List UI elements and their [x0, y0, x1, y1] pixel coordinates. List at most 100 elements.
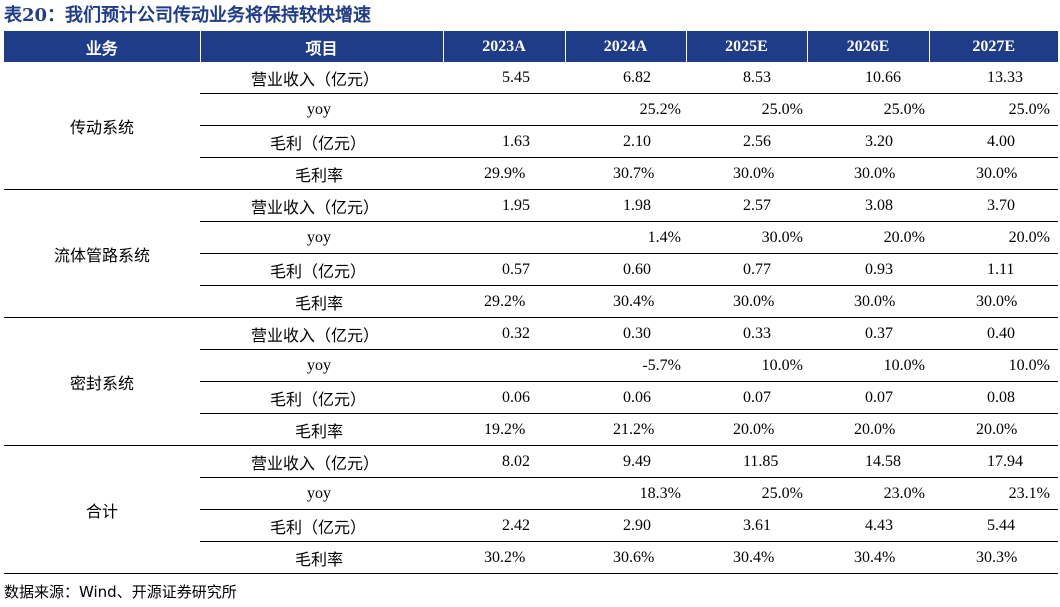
- source-note: 数据来源：Wind、开源证券研究所: [4, 583, 237, 601]
- item-cell: yoy: [200, 93, 443, 126]
- value-cell: 5.44: [929, 509, 1058, 542]
- value-cell: 30.3%: [929, 541, 1058, 574]
- item-cell: yoy: [200, 221, 443, 254]
- header-year: 2027E: [928, 31, 1058, 62]
- value-cell: [443, 93, 565, 126]
- value-cell: 10.0%: [686, 349, 807, 382]
- table-row: yoy 25.2% 25.0% 25.0% 25.0%: [4, 93, 1058, 126]
- header-year: 2025E: [685, 31, 807, 62]
- value-cell: 10.0%: [929, 349, 1058, 382]
- value-cell: 4.43: [807, 509, 929, 542]
- value-cell: 25.2%: [565, 93, 686, 126]
- item-cell: 营业收入（亿元）: [200, 189, 443, 222]
- table-title: 表20：我们预计公司传动业务将保持较快增速: [4, 5, 372, 26]
- value-cell: 11.85: [686, 445, 807, 478]
- table-row: 毛利率 29.9% 30.7% 30.0% 30.0% 30.0%: [4, 157, 1058, 190]
- value-cell: 17.94: [929, 445, 1058, 478]
- value-cell: 25.0%: [686, 93, 807, 126]
- item-cell: 毛利（亿元）: [200, 253, 443, 286]
- value-cell: 0.60: [565, 253, 686, 286]
- table-body: 传动系统 营业收入（亿元） 5.45 6.82 8.53 10.66 13.33 yoy 25.…: [4, 62, 1058, 574]
- value-cell: 3.70: [929, 189, 1058, 222]
- value-cell: 18.3%: [565, 477, 686, 510]
- value-cell: 20.0%: [929, 221, 1058, 254]
- header-year: 2023A: [442, 31, 565, 62]
- value-cell: 25.0%: [807, 93, 929, 126]
- value-cell: 0.40: [929, 317, 1058, 350]
- value-cell: 30.2%: [443, 541, 565, 574]
- value-cell: 0.32: [443, 317, 565, 350]
- value-cell: 30.0%: [686, 285, 807, 318]
- forecast-table: 业务 项目 2023A 2024A 2025E 2026E 2027E 传动系统…: [4, 31, 1058, 574]
- item-cell: yoy: [200, 477, 443, 510]
- table-row: yoy 1.4% 30.0% 20.0% 20.0%: [4, 221, 1058, 254]
- value-cell: 8.02: [443, 445, 565, 478]
- value-cell: 20.0%: [686, 413, 807, 446]
- value-cell: 30.4%: [565, 285, 686, 318]
- item-cell: 毛利（亿元）: [200, 125, 443, 158]
- value-cell: 10.0%: [807, 349, 929, 382]
- header-year: 2024A: [564, 31, 686, 62]
- table-row: yoy 18.3% 25.0% 23.0% 23.1%: [4, 477, 1058, 510]
- value-cell: [443, 221, 565, 254]
- item-cell: 毛利（亿元）: [200, 509, 443, 542]
- value-cell: 3.61: [686, 509, 807, 542]
- table-row: 毛利率 30.2% 30.6% 30.4% 30.4% 30.3%: [4, 541, 1058, 574]
- value-cell: 20.0%: [807, 221, 929, 254]
- value-cell: 9.49: [565, 445, 686, 478]
- value-cell: 3.20: [807, 125, 929, 158]
- value-cell: 13.33: [929, 62, 1058, 94]
- value-cell: 0.57: [443, 253, 565, 286]
- value-cell: 20.0%: [929, 413, 1058, 446]
- value-cell: 8.53: [686, 62, 807, 94]
- value-cell: 0.07: [686, 381, 807, 414]
- value-cell: 20.0%: [807, 413, 929, 446]
- value-cell: 0.06: [565, 381, 686, 414]
- value-cell: 30.0%: [686, 221, 807, 254]
- value-cell: 10.66: [807, 62, 929, 94]
- value-cell: 2.56: [686, 125, 807, 158]
- value-cell: 0.93: [807, 253, 929, 286]
- value-cell: 25.0%: [686, 477, 807, 510]
- value-cell: 21.2%: [565, 413, 686, 446]
- value-cell: 23.0%: [807, 477, 929, 510]
- header-business: 业务: [4, 31, 200, 62]
- value-cell: [443, 477, 565, 510]
- table-row: yoy -5.7% 10.0% 10.0% 10.0%: [4, 349, 1058, 382]
- value-cell: 0.37: [807, 317, 929, 350]
- value-cell: 30.0%: [807, 157, 929, 190]
- value-cell: 1.98: [565, 189, 686, 222]
- table-row: 毛利（亿元） 0.57 0.60 0.77 0.93 1.11: [4, 253, 1058, 286]
- value-cell: 1.4%: [565, 221, 686, 254]
- value-cell: 30.0%: [807, 285, 929, 318]
- value-cell: 0.08: [929, 381, 1058, 414]
- value-cell: 4.00: [929, 125, 1058, 158]
- table-row: 毛利（亿元） 0.06 0.06 0.07 0.07 0.08: [4, 381, 1058, 414]
- table-row: 毛利率 19.2% 21.2% 20.0% 20.0% 20.0%: [4, 413, 1058, 446]
- header-row: 业务 项目 2023A 2024A 2025E 2026E 2027E: [4, 31, 1058, 62]
- business-cell: 合计: [4, 445, 200, 574]
- table-row: 密封系统 营业收入（亿元） 0.32 0.30 0.33 0.37 0.40: [4, 317, 1058, 446]
- value-cell: 3.08: [807, 189, 929, 222]
- item-cell: 毛利（亿元）: [200, 381, 443, 414]
- value-cell: 30.0%: [929, 285, 1058, 318]
- value-cell: [443, 349, 565, 382]
- item-cell: 营业收入（亿元）: [200, 317, 443, 350]
- value-cell: 30.6%: [565, 541, 686, 574]
- business-cell: 传动系统: [4, 62, 200, 190]
- value-cell: 14.58: [807, 445, 929, 478]
- table-row: 毛利率 29.2% 30.4% 30.0% 30.0% 30.0%: [4, 285, 1058, 318]
- table-row: 毛利（亿元） 2.42 2.90 3.61 4.43 5.44: [4, 509, 1058, 542]
- value-cell: 23.1%: [929, 477, 1058, 510]
- value-cell: 0.07: [807, 381, 929, 414]
- item-cell: 毛利率: [200, 285, 443, 318]
- table-row: 毛利（亿元） 1.63 2.10 2.56 3.20 4.00: [4, 125, 1058, 158]
- item-cell: 毛利率: [200, 157, 443, 190]
- value-cell: 30.4%: [686, 541, 807, 574]
- value-cell: 30.0%: [686, 157, 807, 190]
- table-row: 传动系统 营业收入（亿元） 5.45 6.82 8.53 10.66 13.33: [4, 62, 1058, 190]
- value-cell: 19.2%: [443, 413, 565, 446]
- item-cell: 营业收入（亿元）: [200, 445, 443, 478]
- value-cell: 1.63: [443, 125, 565, 158]
- value-cell: 25.0%: [929, 93, 1058, 126]
